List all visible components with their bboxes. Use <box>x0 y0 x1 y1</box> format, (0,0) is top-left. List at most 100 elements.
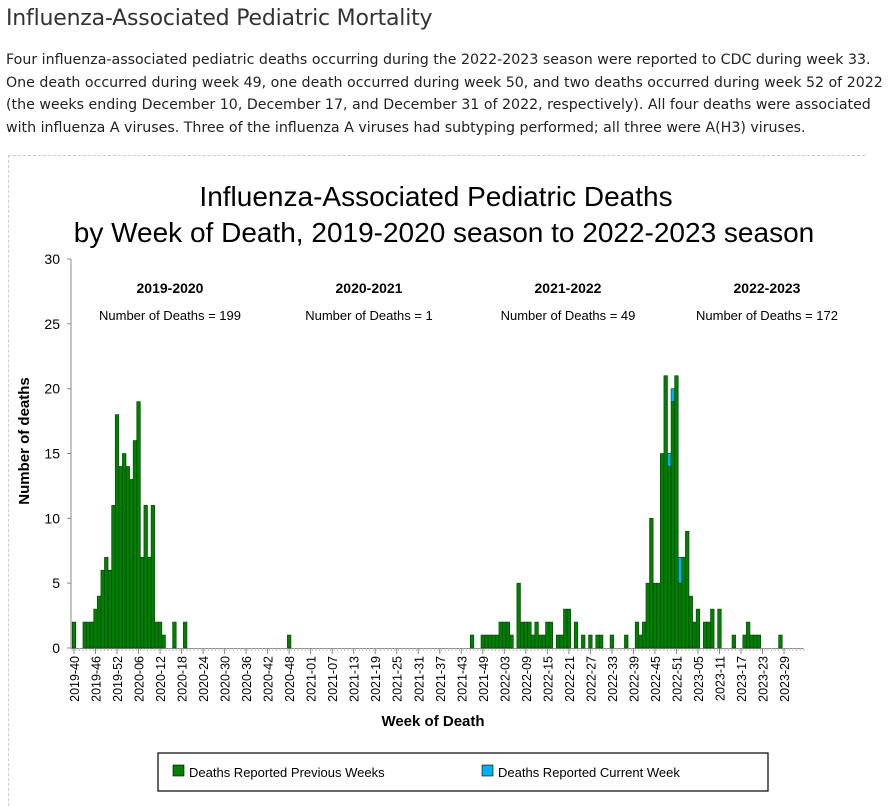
bar-previous-weeks <box>86 621 91 649</box>
bar-previous-weeks <box>140 556 145 649</box>
x-tick-label: 2021-07 <box>326 656 340 702</box>
season-label: 2021-2022 <box>535 280 602 296</box>
bar-previous-weeks <box>129 479 134 649</box>
x-tick-label: 2021-13 <box>348 656 362 702</box>
bar-previous-weeks <box>563 608 568 649</box>
bar-previous-weeks <box>717 608 722 649</box>
y-tick-label: 25 <box>44 316 60 332</box>
bar-previous-weeks <box>660 453 665 649</box>
bar-previous-weeks <box>509 634 514 649</box>
bar-previous-weeks <box>484 634 489 649</box>
x-tick-label: 2021-25 <box>391 656 405 702</box>
bar-previous-weeks <box>534 621 539 649</box>
bar-previous-weeks <box>634 621 640 649</box>
bar-previous-weeks <box>667 466 672 649</box>
chart-title-line1: Influenza-Associated Pediatric Deaths <box>199 181 672 212</box>
x-tick-label: 2022-27 <box>584 656 598 702</box>
legend-swatch-previous <box>172 764 185 777</box>
bar-previous-weeks <box>685 530 690 649</box>
bar-previous-weeks <box>742 634 747 649</box>
x-tick-label: 2020-06 <box>133 656 147 702</box>
x-tick-label: 2022-03 <box>498 656 512 702</box>
bar-previous-weeks <box>677 582 683 649</box>
season-deaths-count: Number of Deaths = 49 <box>501 308 636 323</box>
x-tick-label: 2022-51 <box>670 656 684 702</box>
bar-previous-weeks <box>502 621 507 649</box>
legend-label-current: Deaths Reported Current Week <box>498 765 680 780</box>
bar-previous-weeks <box>161 634 166 649</box>
bar-previous-weeks <box>588 634 593 649</box>
bar-previous-weeks <box>97 595 102 649</box>
chart-container: Influenza-Associated Pediatric Deaths by … <box>8 155 865 806</box>
bar-previous-weeks <box>71 621 77 649</box>
bar-previous-weeks <box>132 440 138 649</box>
bar-previous-weeks <box>491 634 496 649</box>
x-tick-label: 2023-17 <box>735 656 749 702</box>
bar-previous-weeks <box>688 595 693 649</box>
legend-swatch-current <box>481 764 494 777</box>
legend-box <box>157 752 769 792</box>
bar-current-week <box>677 556 683 584</box>
x-tick-label: 2020-12 <box>154 656 168 702</box>
bar-previous-weeks <box>674 375 679 649</box>
bar-previous-weeks <box>505 621 510 649</box>
bar-previous-weeks <box>581 634 586 649</box>
bar-previous-weeks <box>136 401 141 649</box>
bar-previous-weeks <box>147 556 152 649</box>
x-tick-label: 2023-11 <box>713 656 727 701</box>
bar-previous-weeks <box>645 582 650 649</box>
x-tick-label: 2020-24 <box>197 656 211 702</box>
bar-previous-weeks <box>670 401 675 649</box>
bar-previous-weeks <box>652 582 658 649</box>
bar-previous-weeks <box>624 634 629 649</box>
x-tick-label: 2022-15 <box>541 656 555 702</box>
bar-current-week <box>670 388 675 402</box>
bar-previous-weeks <box>523 621 528 649</box>
bar-previous-weeks <box>566 608 571 649</box>
season-deaths-count: Number of Deaths = 172 <box>696 308 838 323</box>
bar-previous-weeks <box>548 621 554 649</box>
bar-previous-weeks <box>706 621 711 649</box>
pediatric-deaths-chart: Influenza-Associated Pediatric Deaths by … <box>16 181 838 792</box>
y-tick-label: 5 <box>52 575 60 591</box>
bar-previous-weeks <box>692 621 697 649</box>
season-label: 2019-2020 <box>137 280 204 296</box>
bar-previous-weeks <box>143 505 148 649</box>
bar-previous-weeks <box>556 634 561 649</box>
bar-previous-weeks <box>573 621 579 649</box>
season-deaths-count: Number of Deaths = 199 <box>99 308 241 323</box>
x-tick-label: 2022-09 <box>520 656 534 702</box>
bar-previous-weeks <box>498 621 503 649</box>
bar-previous-weeks <box>530 634 536 649</box>
bar-previous-weeks <box>749 634 754 649</box>
x-tick-label: 2021-49 <box>477 656 491 702</box>
bar-previous-weeks <box>172 621 177 649</box>
x-tick-label: 2021-01 <box>305 656 319 702</box>
bar-previous-weeks <box>703 621 708 649</box>
x-tick-label: 2022-45 <box>649 656 663 702</box>
bar-previous-weeks <box>118 466 123 649</box>
bar-previous-weeks <box>681 556 686 649</box>
bar-previous-weeks <box>114 414 120 649</box>
y-tick-label: 20 <box>44 381 60 397</box>
bar-previous-weeks <box>753 634 758 649</box>
bar-previous-weeks <box>111 505 116 649</box>
bar-previous-weeks <box>538 634 543 649</box>
bar-previous-weeks <box>125 466 130 649</box>
bar-previous-weeks <box>150 505 155 649</box>
x-tick-label: 2022-39 <box>627 656 641 702</box>
bar-previous-weeks <box>559 634 564 649</box>
bar-previous-weeks <box>100 569 105 649</box>
y-tick-label: 15 <box>44 446 60 462</box>
bar-previous-weeks <box>104 556 109 649</box>
bar-previous-weeks <box>469 634 475 649</box>
bar-previous-weeks <box>649 518 654 649</box>
x-tick-label: 2023-23 <box>757 656 771 702</box>
season-deaths-count: Number of Deaths = 1 <box>305 308 433 323</box>
bar-previous-weeks <box>663 375 668 649</box>
y-tick-label: 10 <box>44 510 60 526</box>
bar-previous-weeks <box>778 634 783 649</box>
bar-previous-weeks <box>487 634 493 649</box>
x-tick-label: 2022-33 <box>606 656 620 702</box>
bar-previous-weeks <box>710 608 715 649</box>
